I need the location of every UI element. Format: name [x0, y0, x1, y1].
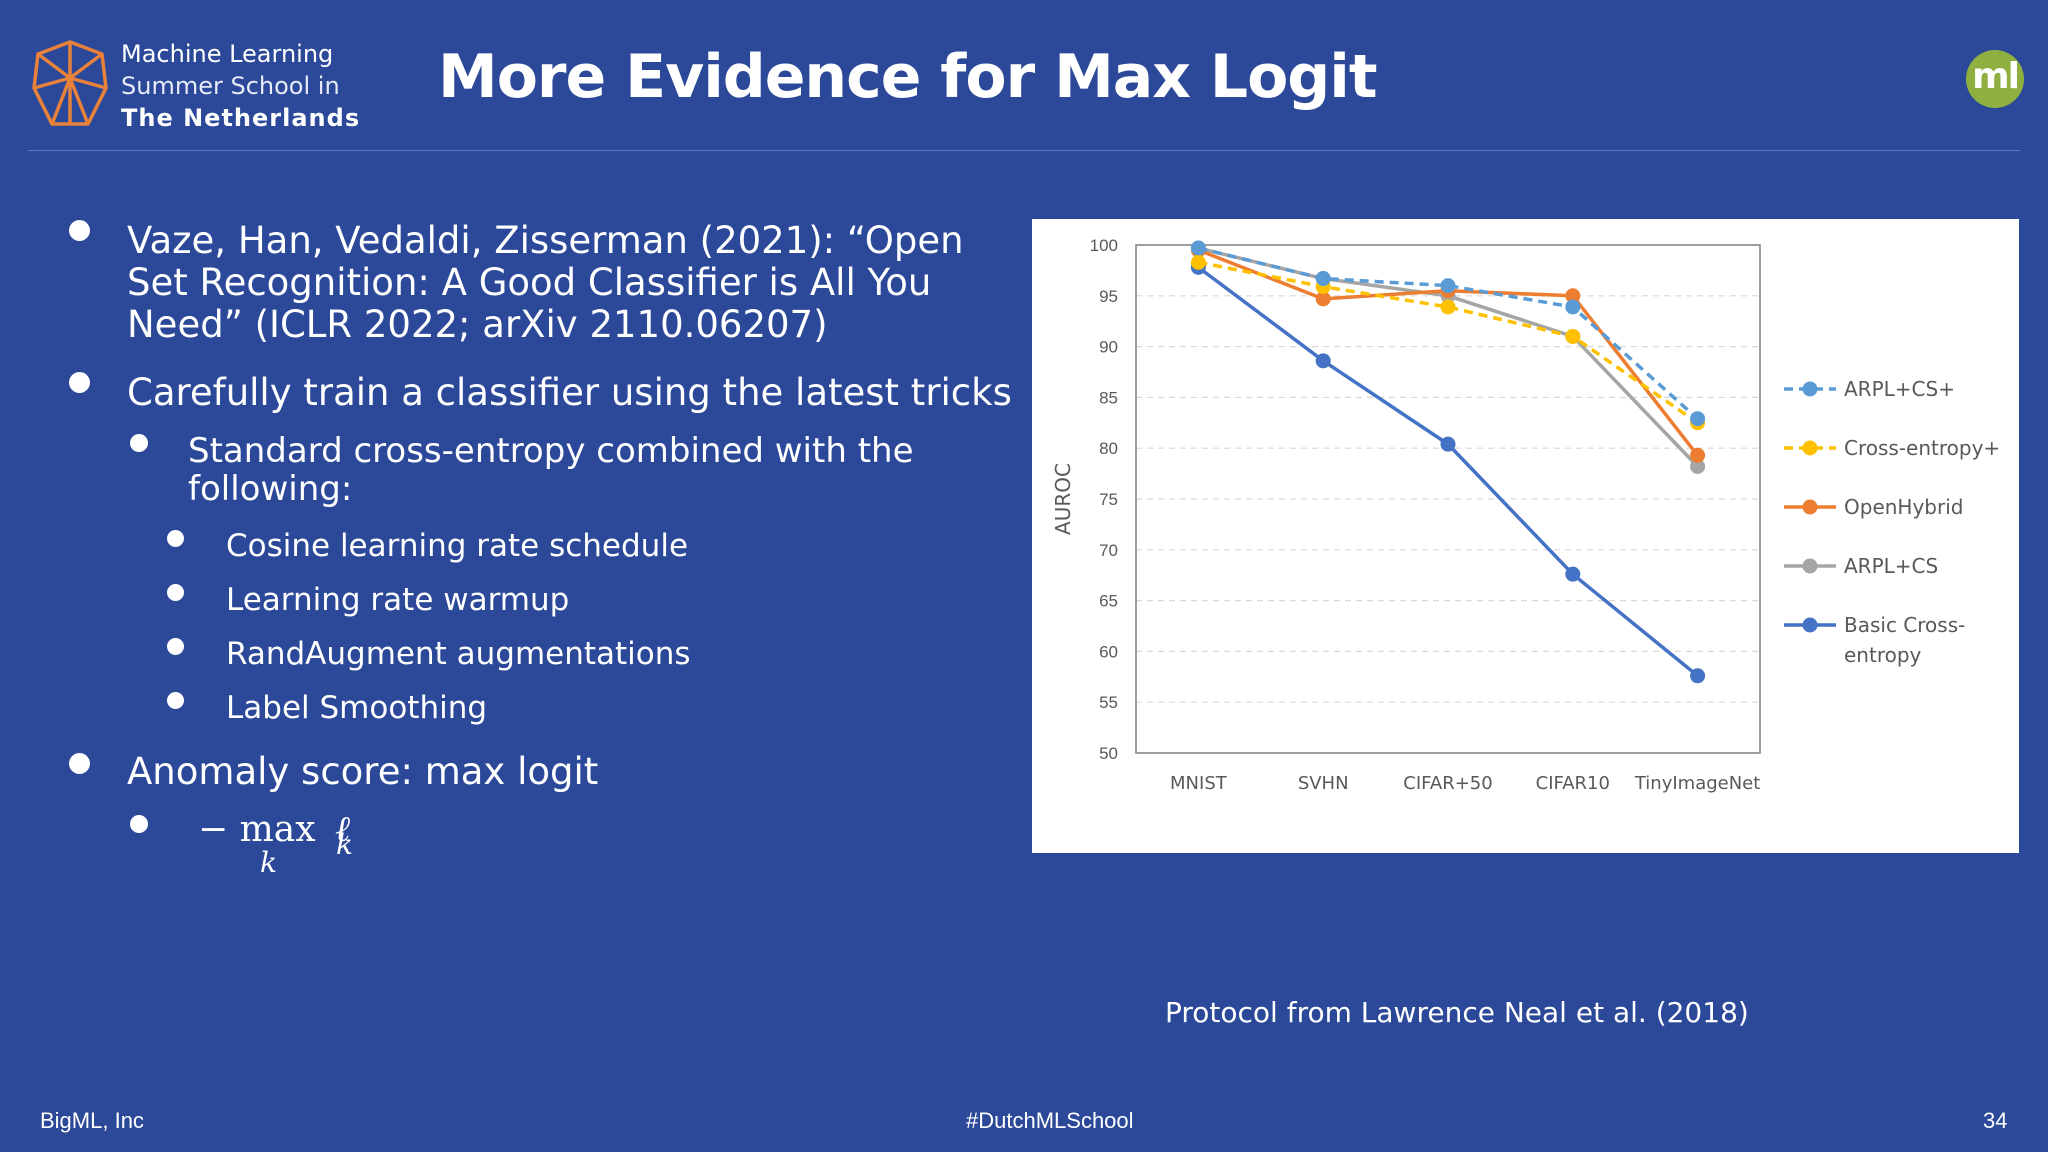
bullet-line: Anomaly score: max logit [127, 750, 599, 793]
bullet-line: Carefully train a classifier using the l… [127, 371, 1012, 414]
bullet-item: Anomaly score: max logit [127, 751, 598, 793]
x-tick-label: CIFAR+50 [1403, 773, 1492, 794]
series-line [1197, 246, 1699, 421]
school-logo-icon [32, 40, 108, 126]
legend-marker [1802, 499, 1818, 515]
legend-label: ARPL+CS+ [1844, 377, 1955, 401]
bullet-dot [130, 815, 148, 833]
data-point [1440, 278, 1456, 294]
data-point [1690, 458, 1706, 474]
y-tick-label: 70 [1099, 541, 1118, 560]
x-tick-label: MNIST [1170, 773, 1228, 794]
chart-svg: 50 55 60 65 70 75 80 85 90 95 100 MNIST SVHN CIFAR+50… [1051, 236, 2000, 794]
bullet-dot [69, 753, 90, 774]
data-point [1565, 299, 1581, 315]
footer-center: #DutchMLSchool [966, 1108, 1134, 1133]
legend-marker [1802, 558, 1818, 574]
bullet-item: Carefully train a classifier using the l… [127, 372, 1012, 414]
data-point [1440, 436, 1456, 452]
bullet-dot [167, 530, 184, 547]
footer-left: BigML, Inc [40, 1108, 144, 1133]
series-line [1197, 265, 1699, 678]
y-axis-label: AUROC [1051, 463, 1075, 535]
x-tick-label: TinyImageNet [1634, 773, 1760, 794]
bullet-item: Vaze, Han, Vedaldi, Zisserman (2021): “O… [127, 220, 964, 346]
bullet-dot [130, 434, 148, 452]
bullet-line: Cosine learning rate schedule [226, 528, 689, 564]
bullet-dot [167, 638, 184, 655]
data-point [1690, 668, 1706, 684]
bullet-line: following: [188, 469, 353, 509]
bullet-line: Standard cross-entropy combined with the [188, 431, 914, 471]
legend-label: ARPL+CS [1844, 554, 1938, 578]
x-tick-label: SVHN [1298, 773, 1349, 794]
data-point [1440, 299, 1456, 315]
bullet-line: RandAugment augmentations [226, 636, 691, 672]
formula-max-subscript: k [260, 846, 277, 879]
chart-caption: Protocol from Lawrence Neal et al. (2018… [1165, 996, 1749, 1029]
y-tick-label: 60 [1099, 642, 1118, 661]
slide-title: More Evidence for Max Logit [438, 42, 1378, 112]
legend-marker [1802, 617, 1818, 633]
y-tick-label: 50 [1099, 744, 1118, 763]
y-tick-label: 85 [1099, 388, 1118, 407]
formula-minus-max: − max [198, 809, 316, 850]
data-point [1190, 254, 1206, 270]
bullet-line: Vaze, Han, Vedaldi, Zisserman (2021): “O… [127, 219, 964, 262]
data-point [1315, 353, 1331, 369]
bullet-dot [167, 692, 184, 709]
bullet-line: Learning rate warmup [226, 582, 570, 618]
y-tick-label: 95 [1099, 287, 1118, 306]
legend-label: Basic Cross- [1844, 613, 1965, 637]
formula-ell: ℓ [334, 809, 350, 850]
header-divider [28, 150, 2020, 151]
legend-label: entropy [1844, 643, 1922, 667]
ml-logo-icon: ml [1966, 50, 2024, 108]
x-tick-label: CIFAR10 [1536, 773, 1610, 794]
legend-marker [1802, 440, 1818, 456]
data-point [1690, 411, 1706, 427]
y-tick-label: 65 [1099, 592, 1118, 611]
y-tick-label: 55 [1099, 693, 1118, 712]
school-line-1: Machine Learning [121, 40, 334, 68]
bullet-dot [167, 584, 184, 601]
data-point [1565, 328, 1581, 344]
data-point [1565, 288, 1581, 304]
legend-marker [1802, 381, 1818, 397]
y-tick-label: 80 [1099, 439, 1118, 458]
data-point [1690, 447, 1706, 463]
formula-ell-subscript: k [336, 828, 353, 861]
bullet-item: RandAugment augmentations [226, 636, 691, 672]
footer-page-number: 34 [1983, 1108, 2008, 1133]
school-line-2: Summer School in [121, 72, 340, 100]
y-tick-label: 100 [1090, 236, 1118, 255]
bullet-line: Set Recognition: A Good Classifier is Al… [127, 261, 932, 304]
bullet-dot [69, 220, 90, 241]
school-name: Machine Learning Summer School in The Ne… [121, 38, 360, 134]
y-tick-label: 75 [1099, 490, 1118, 509]
data-point [1190, 240, 1206, 256]
legend-label: OpenHybrid [1844, 495, 1963, 519]
y-tick-label: 90 [1099, 338, 1118, 357]
data-point [1315, 291, 1331, 307]
bullet-dot [69, 372, 90, 393]
data-point [1565, 566, 1581, 582]
school-line-3: The Netherlands [121, 104, 361, 132]
data-point [1315, 271, 1331, 287]
bullet-item: Label Smoothing [226, 690, 487, 726]
bullet-item: Standard cross-entropy combined with the… [188, 431, 914, 509]
legend-label: Cross-entropy+ [1844, 436, 2000, 460]
bullet-line: Label Smoothing [226, 690, 488, 726]
plot-area [1135, 244, 1761, 754]
bullet-item: Cosine learning rate schedule [226, 528, 688, 564]
bullet-item: Learning rate warmup [226, 582, 569, 618]
bullet-line: Need” (ICLR 2022; arXiv 2110.06207) [127, 303, 828, 346]
auroc-chart: 50 55 60 65 70 75 80 85 90 95 100 MNIST SVHN CIFAR+50… [1032, 219, 2019, 853]
